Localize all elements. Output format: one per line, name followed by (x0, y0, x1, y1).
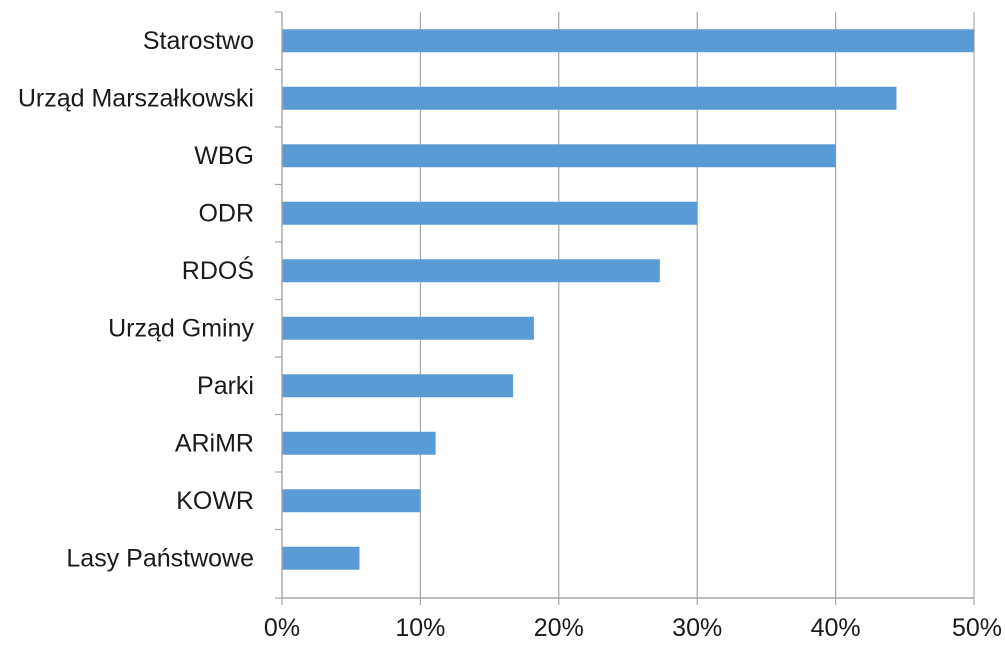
bar (282, 316, 534, 340)
x-tick-label: 20% (534, 614, 584, 642)
bar (282, 86, 897, 110)
bar (282, 29, 974, 53)
category-label: Urząd Gminy (108, 314, 254, 342)
bar (282, 144, 836, 168)
bar (282, 546, 360, 570)
bar (282, 259, 660, 283)
category-label: Lasy Państwowe (66, 544, 254, 572)
category-labels: Starostwo Urząd Marszałkowski WBG ODR RDOŚ Ur… (18, 27, 255, 573)
x-tick-label: 30% (672, 614, 722, 642)
x-tick-label: 40% (811, 614, 861, 642)
bar (282, 201, 698, 225)
category-label: KOWR (176, 487, 254, 515)
category-label: ODR (198, 199, 254, 227)
bar (282, 374, 514, 398)
category-label: WBG (194, 142, 254, 170)
x-tick-label: 50% (952, 614, 1002, 642)
category-label: ARiMR (175, 429, 254, 457)
category-label: Starostwo (143, 27, 254, 55)
bar (282, 489, 421, 513)
x-tick-labels: 0% 10% 20% 30% 40% 50% (264, 614, 1002, 642)
category-label: RDOŚ (182, 255, 254, 285)
bars (282, 29, 974, 570)
category-label: Parki (197, 372, 254, 400)
category-label: Urząd Marszałkowski (18, 84, 254, 112)
axes (275, 11, 975, 605)
x-tick-label: 10% (395, 614, 445, 642)
x-tick-label: 0% (264, 614, 300, 642)
bar (282, 431, 436, 455)
